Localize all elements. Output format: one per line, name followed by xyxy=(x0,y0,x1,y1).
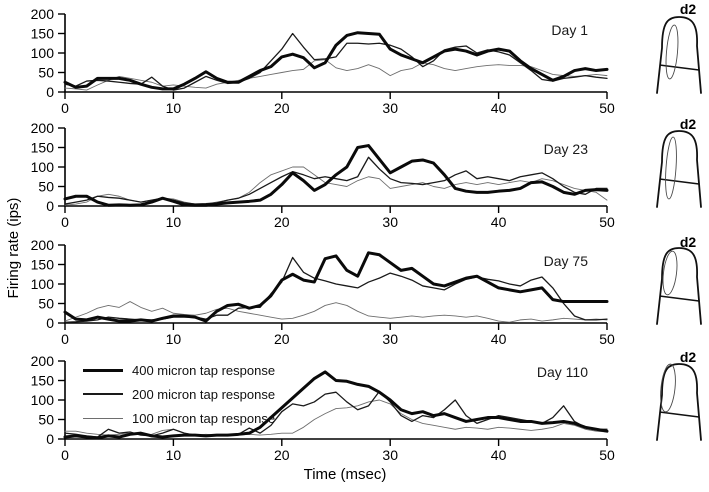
x-tick-label: 40 xyxy=(491,214,507,230)
y-tick-label: 50 xyxy=(38,296,54,312)
finger-outline xyxy=(656,16,702,94)
series-line xyxy=(64,59,608,91)
x-tick-label: 50 xyxy=(599,447,615,463)
x-tick-label: 40 xyxy=(491,100,507,116)
finger-outline xyxy=(656,363,702,441)
y-tick-label: 150 xyxy=(31,373,55,389)
finger-outline xyxy=(656,247,702,325)
legend: 400 micron tap response 200 micron tap r… xyxy=(83,362,275,434)
x-tick-label: 20 xyxy=(274,214,290,230)
legend-line-swatch-400 xyxy=(83,368,123,372)
x-tick-label: 50 xyxy=(599,100,615,116)
finger-crease-line xyxy=(659,64,700,71)
legend-label: 200 micron tap response xyxy=(132,386,276,402)
series-line xyxy=(63,31,609,91)
y-tick-label: 200 xyxy=(31,237,55,253)
x-tick-label: 10 xyxy=(166,331,182,347)
panel-day-label: Day 110 xyxy=(536,364,588,380)
x-tick-label: 10 xyxy=(166,214,182,230)
y-tick-label: 100 xyxy=(31,276,55,292)
y-tick-label: 100 xyxy=(31,159,55,175)
finger-crease-line xyxy=(659,411,700,418)
x-tick-label: 0 xyxy=(61,214,69,230)
finger-crease-line xyxy=(659,295,700,302)
receptive-field-outline xyxy=(660,363,676,413)
receptive-field-outline xyxy=(662,250,678,296)
x-tick-label: 40 xyxy=(491,331,507,347)
x-tick-label: 30 xyxy=(382,331,398,347)
x-tick-label: 0 xyxy=(61,331,69,347)
panel-day-label: Day 23 xyxy=(543,141,588,157)
x-tick-label: 20 xyxy=(274,100,290,116)
finger-label-d2: d2 xyxy=(679,349,697,365)
x-tick-label: 30 xyxy=(382,100,398,116)
y-tick-label: 200 xyxy=(31,353,55,369)
x-tick-label: 30 xyxy=(382,214,398,230)
y-tick-label: 150 xyxy=(31,257,55,273)
y-tick-label: 200 xyxy=(31,6,55,22)
series-line xyxy=(64,156,608,205)
y-tick-label: 150 xyxy=(31,140,55,156)
y-tick-label: 100 xyxy=(31,45,55,61)
y-tick-label: 0 xyxy=(46,84,54,100)
finger-label-d2: d2 xyxy=(679,116,697,132)
y-tick-label: 100 xyxy=(31,392,55,408)
y-tick-label: 0 xyxy=(46,431,54,447)
series-line xyxy=(64,399,608,436)
finger-label-d2: d2 xyxy=(679,234,697,250)
x-tick-label: 0 xyxy=(61,100,69,116)
series-line xyxy=(64,32,608,91)
y-tick-label: 0 xyxy=(46,198,54,214)
series-line xyxy=(63,144,609,207)
y-axis-title: Firing rate (ips) xyxy=(5,197,22,299)
legend-label: 100 micron tap response xyxy=(132,410,276,426)
panel-day-label: Day 75 xyxy=(543,253,588,269)
series-line xyxy=(63,370,609,440)
x-tick-label: 40 xyxy=(491,447,507,463)
y-tick-label: 50 xyxy=(38,65,54,81)
finger-outline xyxy=(656,130,702,208)
x-tick-label: 10 xyxy=(166,100,182,116)
finger-label-d2: d2 xyxy=(679,1,697,17)
legend-item: 200 micron tap response xyxy=(83,386,275,402)
x-tick-label: 30 xyxy=(382,447,398,463)
legend-item: 100 micron tap response xyxy=(83,410,275,426)
receptive-field-outline xyxy=(665,24,679,80)
y-tick-label: 150 xyxy=(31,26,55,42)
legend-line-swatch-200 xyxy=(83,393,123,395)
x-axis-title: Time (msec) xyxy=(303,466,387,483)
x-tick-label: 10 xyxy=(166,447,182,463)
x-tick-label: 50 xyxy=(599,214,615,230)
x-tick-label: 20 xyxy=(274,447,290,463)
finger-crease-line xyxy=(659,178,700,185)
legend-label: 400 micron tap response xyxy=(132,362,276,378)
y-tick-label: 50 xyxy=(38,179,54,195)
x-tick-label: 0 xyxy=(61,447,69,463)
y-tick-label: 50 xyxy=(38,412,54,428)
panel-day-label: Day 1 xyxy=(551,22,588,38)
x-tick-label: 50 xyxy=(599,331,615,347)
series-line xyxy=(64,301,608,323)
x-tick-label: 20 xyxy=(274,331,290,347)
series-line xyxy=(63,251,609,323)
legend-line-swatch-100 xyxy=(83,417,123,419)
y-tick-label: 0 xyxy=(46,315,54,331)
legend-item: 400 micron tap response xyxy=(83,362,275,378)
receptive-field-outline xyxy=(665,136,677,200)
y-tick-label: 200 xyxy=(31,120,55,136)
